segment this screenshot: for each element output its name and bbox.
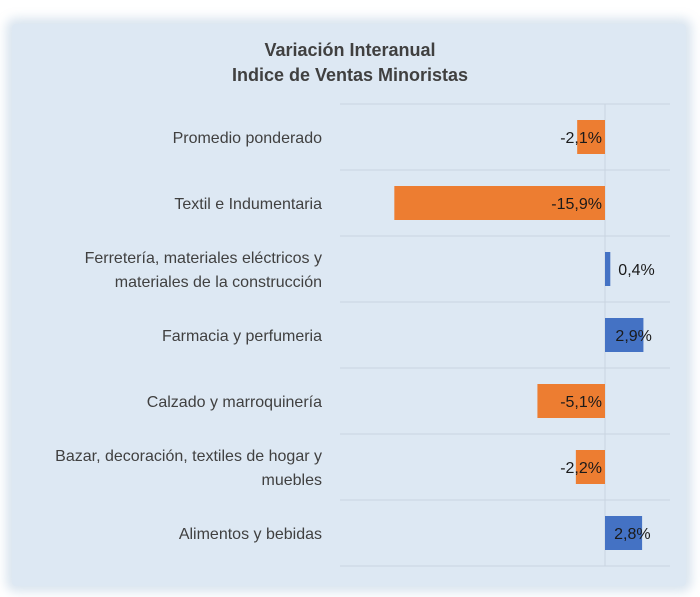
category-label-line: materiales de la construcción: [115, 274, 322, 291]
category-label-line: Promedio ponderado: [173, 130, 323, 147]
category-label-6: Bazar, decoración, textiles de hogar y mu…: [55, 448, 322, 489]
category-label-5: Calzado y marroquinería: [147, 394, 322, 411]
chart-title-line2: Indice de Ventas Minoristas: [231, 65, 469, 85]
value-label-3: 0,4%: [618, 262, 654, 279]
value-label-7: 2,8%: [614, 526, 650, 543]
category-label-line: Calzado y marroquinería: [147, 394, 322, 411]
chart-title: Variación Interanual Indice de Ventas Mi…: [0, 38, 700, 88]
bar-6: [575, 450, 605, 484]
category-label-2: Textil e Indumentaria: [174, 196, 322, 213]
category-label-line: Textil e Indumentaria: [174, 196, 322, 213]
chart-title-line1: Variación Interanual: [264, 40, 436, 60]
bar-1: [577, 120, 605, 154]
category-label-7: Alimentos y bebidas: [179, 526, 322, 543]
category-label-3: Ferretería, materiales eléctricos y mater…: [85, 250, 322, 291]
value-label-6: -2,2%: [560, 460, 602, 477]
value-label-2: -15,9%: [551, 196, 602, 213]
value-label-5: -5,1%: [560, 394, 602, 411]
bar-4: [605, 318, 644, 352]
bar-7: [605, 516, 643, 550]
category-label-4: Farmacia y perfumeria: [162, 328, 322, 345]
category-label-line: Ferretería, materiales eléctricos y: [85, 250, 322, 267]
bar-3: [605, 252, 611, 286]
chart-card: [12, 24, 686, 586]
bar-5: [537, 384, 605, 418]
bar-2: [394, 186, 605, 220]
value-label-1: -2,1%: [560, 130, 602, 147]
category-label-line: Alimentos y bebidas: [179, 526, 322, 543]
category-label-1: Promedio ponderado: [173, 130, 323, 147]
category-label-line: muebles: [262, 472, 322, 489]
category-label-line: Farmacia y perfumeria: [162, 328, 322, 345]
value-label-4: 2,9%: [615, 328, 651, 345]
category-label-line: Bazar, decoración, textiles de hogar y: [55, 448, 322, 465]
